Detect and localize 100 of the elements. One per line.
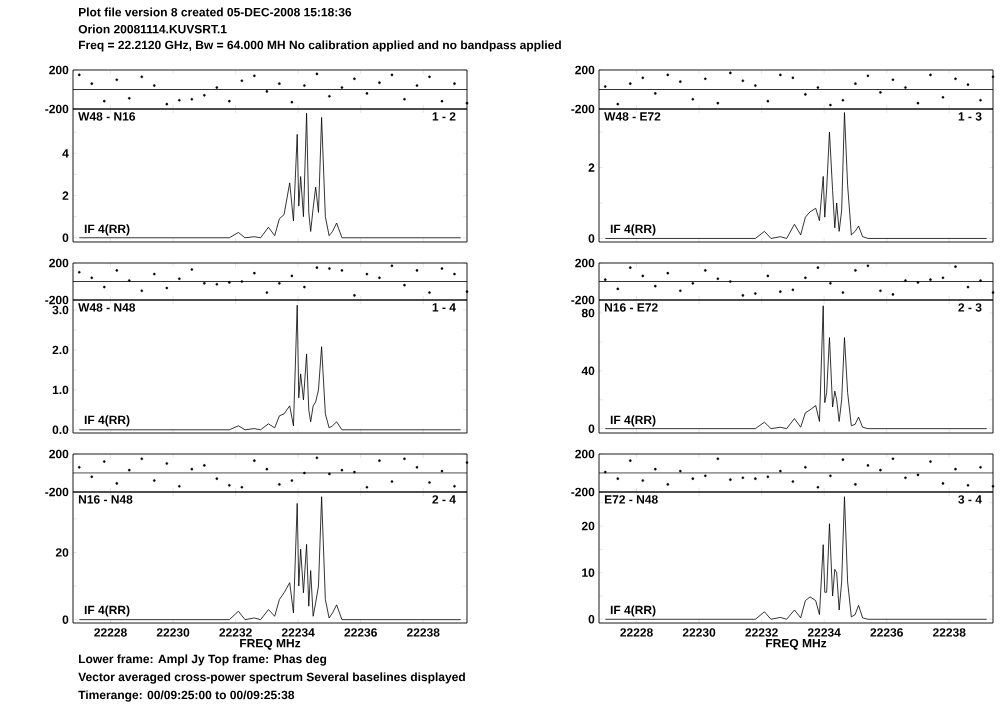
chart-subtitle: Orion 20081114.KUVSRT.1: [78, 24, 227, 34]
point: [654, 284, 657, 288]
point: [102, 285, 106, 289]
x-tick-label: 22238: [932, 628, 966, 637]
point: [190, 97, 194, 101]
point: [804, 276, 807, 280]
point: [804, 93, 807, 96]
point: [841, 458, 845, 462]
point: [190, 268, 194, 271]
x-tick-label: 22234: [807, 628, 841, 637]
point: [115, 78, 119, 82]
point: [729, 280, 732, 283]
point: [228, 281, 231, 284]
y-tick-label: 20: [55, 548, 69, 557]
point: [102, 99, 106, 103]
point: [841, 291, 845, 294]
point: [779, 290, 782, 293]
y-tick-label: 0: [62, 233, 69, 243]
point: [115, 482, 119, 485]
point: [77, 466, 81, 469]
line-series: [604, 112, 988, 239]
point: [603, 85, 607, 88]
point: [991, 485, 995, 488]
annotation: 2 - 3: [958, 303, 982, 312]
annotation: IF 4(RR): [610, 605, 656, 617]
y-tick-label: -200: [571, 104, 595, 114]
point: [203, 282, 206, 285]
point: [328, 95, 331, 98]
point: [704, 474, 707, 478]
point: [954, 467, 957, 471]
point: [916, 473, 920, 477]
point: [153, 272, 156, 276]
point: [203, 464, 206, 467]
point: [854, 483, 857, 486]
point: [127, 468, 131, 472]
text: Timerange: 00/09:25:00 to 00/09:25:38: [78, 690, 295, 702]
point: [829, 103, 832, 107]
y-tick-label: -200: [45, 487, 69, 497]
point: [791, 76, 795, 80]
point: [77, 270, 81, 274]
point: [829, 282, 832, 285]
annotation: IF 4(RR): [610, 415, 656, 427]
point: [290, 100, 294, 104]
chart-title: Plot file version 8 created 05-DEC-2008 15:18:36: [79, 7, 352, 17]
point: [127, 279, 131, 282]
y-tick-label: 3.0: [52, 305, 69, 315]
point: [190, 467, 194, 471]
x-tick-label: 22238: [406, 628, 440, 637]
point: [854, 269, 857, 272]
point: [991, 291, 995, 294]
x-tick-label: 22230: [682, 628, 716, 637]
point: [253, 74, 256, 78]
point: [453, 485, 456, 488]
y-tick-label: 200: [575, 449, 595, 459]
point: [378, 276, 381, 280]
point: [716, 277, 720, 281]
point: [691, 477, 695, 481]
point: [240, 280, 244, 283]
point: [440, 469, 444, 473]
point: [704, 77, 707, 81]
y-tick-label: 80: [581, 308, 595, 318]
point: [666, 73, 670, 77]
point: [278, 483, 281, 486]
point: [628, 266, 632, 269]
y-tick-label: -200: [45, 295, 69, 305]
point: [941, 96, 945, 99]
point: [766, 475, 770, 479]
point: [704, 269, 707, 272]
point: [440, 99, 444, 103]
point: [779, 469, 782, 473]
annotation: 3 - 4: [958, 495, 982, 504]
point: [328, 472, 331, 476]
point: [453, 272, 456, 276]
point: [616, 102, 620, 106]
y-tick-label: 2: [62, 191, 69, 200]
point: [140, 457, 144, 461]
point: [353, 470, 356, 474]
point: [854, 82, 857, 85]
point: [616, 287, 620, 291]
point: [253, 271, 256, 275]
point: [941, 276, 945, 280]
point: [979, 98, 982, 102]
annotation: W48 - E72: [604, 112, 661, 121]
x-tick-label: 22232: [219, 628, 252, 637]
point: [866, 264, 870, 268]
x-tick-label: 22228: [620, 628, 653, 637]
point: [641, 274, 645, 278]
point: [716, 101, 720, 105]
point: [303, 471, 306, 475]
point: [453, 82, 456, 85]
point: [791, 480, 795, 483]
point: [90, 276, 94, 280]
point: [115, 269, 119, 272]
annotation: N16 - N48: [78, 495, 133, 504]
point: [754, 84, 757, 87]
point: [904, 476, 907, 480]
line-series: [78, 496, 462, 621]
y-tick-label: 200: [49, 449, 69, 459]
y-tick-label: 0: [588, 615, 595, 624]
point: [90, 82, 94, 85]
